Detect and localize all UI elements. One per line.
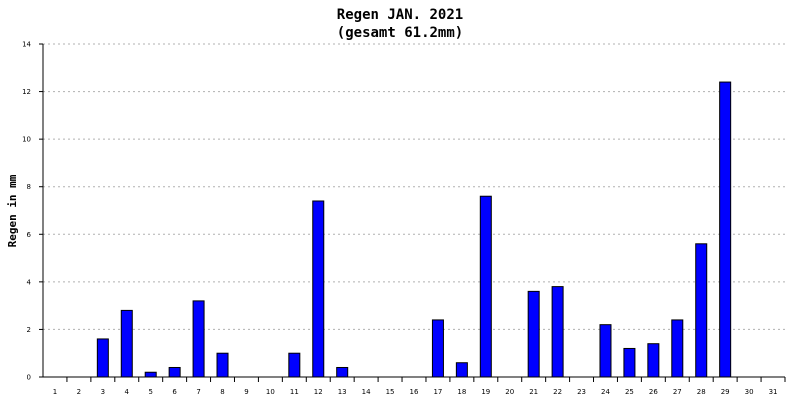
y-tick-label: 6: [27, 231, 32, 239]
bar-day-19: [479, 195, 492, 378]
bar-day-27: [671, 319, 684, 378]
x-tick-label: 19: [481, 388, 490, 396]
bar-day-4: [120, 309, 133, 378]
bar-day-6: [168, 366, 181, 378]
bar-day-26: [647, 343, 660, 378]
y-tick-label: 14: [22, 41, 31, 49]
x-tick-label: 30: [745, 388, 754, 396]
y-tick-labels: 0 2 4 6 8 10 12 14: [22, 41, 31, 382]
bar-day-29: [719, 81, 732, 378]
x-tick-label: 8: [220, 388, 224, 396]
bar-day-3: [96, 338, 109, 378]
bar-day-8: [216, 352, 229, 378]
bar-day-28: [695, 243, 708, 378]
x-tick-label: 2: [77, 388, 81, 396]
y-tick-label: 10: [22, 136, 31, 144]
x-tick-label: 15: [386, 388, 395, 396]
x-tick-label: 27: [673, 388, 682, 396]
chart-subtitle: (gesamt 61.2mm): [337, 25, 463, 41]
bar-day-13: [336, 366, 349, 378]
bar-day-7: [192, 300, 205, 378]
x-tick-label: 14: [362, 388, 371, 396]
x-tick-label: 10: [266, 388, 275, 396]
bar-day-21: [527, 290, 540, 378]
x-tick-label: 31: [769, 388, 778, 396]
x-tick-label: 21: [529, 388, 538, 396]
x-tick-label: 26: [649, 388, 658, 396]
bar-day-25: [623, 347, 636, 378]
bar-day-11: [288, 352, 301, 378]
y-tick-label: 2: [27, 326, 31, 334]
x-tick-label: 23: [577, 388, 586, 396]
x-tick-label: 13: [338, 388, 347, 396]
x-tick-label: 28: [697, 388, 706, 396]
x-tick-label: 25: [625, 388, 634, 396]
x-tick-label: 17: [433, 388, 442, 396]
x-tick-label: 7: [196, 388, 200, 396]
x-tick-label: 29: [721, 388, 730, 396]
x-tick-label: 4: [125, 388, 130, 396]
x-tick-label: 18: [457, 388, 466, 396]
bar-day-12: [312, 200, 325, 378]
chart-title: Regen JAN. 2021: [337, 7, 463, 23]
x-tick-label: 11: [290, 388, 299, 396]
x-tick-label: 24: [601, 388, 610, 396]
x-tick-label: 12: [314, 388, 323, 396]
y-tick-label: 8: [27, 183, 31, 191]
x-tick-label: 3: [101, 388, 105, 396]
bar-day-17: [431, 319, 444, 378]
x-tick-label: 6: [172, 388, 177, 396]
x-tick-label: 20: [505, 388, 514, 396]
bar-series: [96, 81, 732, 378]
x-tick-label: 9: [244, 388, 248, 396]
y-axis-label: Regen in mm: [6, 174, 19, 247]
bar-day-22: [551, 286, 564, 378]
y-tick-label: 12: [22, 88, 31, 96]
x-tick-label: 16: [410, 388, 419, 396]
bar-day-5: [144, 371, 157, 378]
y-tick-label: 4: [27, 278, 32, 286]
bar-day-24: [599, 324, 612, 378]
x-tick-label: 22: [553, 388, 562, 396]
grid-lines: [43, 43, 785, 330]
bar-day-18: [455, 362, 468, 378]
x-tick-label: 1: [53, 388, 57, 396]
x-tick-label: 5: [148, 388, 152, 396]
y-tick-label: 0: [27, 374, 31, 382]
x-tick-labels: 1 2 3 4 5 6 7 8 9 10 11 12 13 14 15 16 17 18 19 20 21 22 23 24 2…: [53, 388, 778, 396]
axes: [39, 43, 786, 382]
